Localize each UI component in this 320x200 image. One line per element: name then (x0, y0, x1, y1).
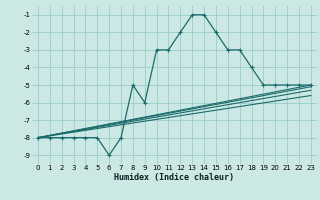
X-axis label: Humidex (Indice chaleur): Humidex (Indice chaleur) (115, 173, 234, 182)
